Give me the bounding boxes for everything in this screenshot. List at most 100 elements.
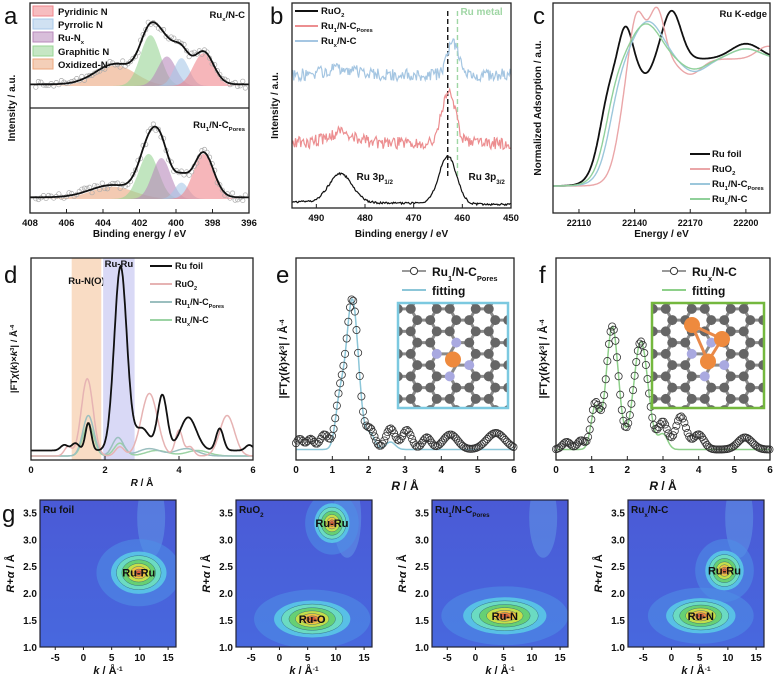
bond — [627, 286, 634, 297]
carbon-atom — [641, 293, 651, 303]
carbon-atom — [523, 461, 533, 471]
heatmap-area — [628, 500, 764, 647]
text-segment: 22110 — [567, 218, 592, 228]
carbon-atom — [386, 383, 396, 393]
carbon-atom — [451, 248, 461, 258]
text-segment: 2 — [194, 286, 197, 292]
panel-d-ft-exafs: Ru-N(O)Ru-Ru Ru foilRuO2Ru1/N-CPoresRux/N… — [9, 257, 256, 489]
chart-title: Ru K-edge — [720, 9, 768, 20]
carbon-atom — [464, 382, 475, 393]
carbon-atom — [622, 259, 632, 269]
carbon-atom — [622, 304, 632, 314]
text-segment: 3.0 — [219, 535, 233, 546]
y-axis-title: Intensity / a.u. — [270, 72, 281, 139]
text-segment: 0 — [81, 653, 87, 664]
text-segment: 5 — [501, 653, 507, 664]
text-segment: k — [93, 665, 100, 677]
carbon-atom — [680, 270, 690, 280]
text-segment: 5 — [305, 653, 311, 664]
heatmap-rux-n-c: Ru-Ru Ru-N Rux/N-C -5 0 5 10 15 1.0 1.5 2.0 2.5 3.0 3… — [592, 499, 765, 677]
bond — [469, 286, 476, 297]
carbon-atom — [725, 371, 736, 382]
data-point — [640, 349, 649, 358]
carbon-atom — [758, 428, 768, 438]
data-point — [58, 78, 64, 84]
legend-label: RuO2 — [321, 6, 345, 19]
carbon-atom — [510, 371, 520, 381]
text-segment: /N-C — [728, 194, 748, 205]
text-segment: 3.5 — [415, 508, 429, 519]
text-segment: Binding energy / eV — [93, 229, 187, 240]
y-axis-title: Intensity / a.u. — [7, 74, 18, 141]
data-point — [675, 413, 684, 422]
carbon-atom — [667, 360, 678, 371]
carbon-atom — [529, 293, 539, 303]
x-tick-label: 4 — [696, 465, 702, 476]
text-segment: x — [81, 40, 85, 46]
text-segment: 2 — [625, 465, 631, 476]
text-segment: 2 — [732, 171, 736, 177]
data-point — [56, 191, 62, 197]
x-tick-label: 0 — [81, 653, 87, 664]
plot-frame — [627, 499, 765, 648]
text-segment: 406 — [59, 218, 75, 229]
carbon-atom — [745, 450, 755, 460]
peak-label: Ru-Ru — [708, 566, 741, 578]
carbon-atom — [510, 326, 520, 336]
carbon-atom — [628, 293, 638, 303]
carbon-atom — [510, 281, 520, 291]
bond — [705, 421, 712, 432]
carbon-atom — [451, 382, 462, 393]
peak-label: Ru-Ru — [315, 518, 348, 530]
carbon-atom — [628, 248, 638, 258]
data-point — [587, 415, 596, 424]
x-tick-label: 0 — [28, 465, 33, 476]
text-segment: g — [2, 501, 15, 528]
bond — [489, 489, 496, 500]
text-segment: R — [649, 479, 658, 493]
bond — [391, 286, 398, 297]
text-segment: Ru — [175, 297, 187, 307]
text-segment: c — [533, 3, 545, 30]
bond — [685, 455, 692, 466]
bond — [528, 365, 535, 376]
carbon-atom — [431, 393, 442, 404]
bond — [489, 478, 496, 489]
map-title: Ru foil — [43, 505, 74, 516]
data-point — [612, 353, 621, 362]
data-point — [616, 390, 625, 399]
text-segment: | / Å — [9, 330, 20, 348]
inset-border — [396, 301, 510, 410]
carbon-atom — [622, 394, 632, 404]
bond — [646, 286, 653, 297]
carbon-atom — [745, 382, 756, 393]
text-segment: | / Å — [537, 326, 550, 346]
plot-frame — [291, 2, 512, 209]
ru-atom — [684, 317, 700, 333]
carbon-atom — [726, 416, 736, 426]
carbon-atom — [758, 270, 768, 280]
text-segment: R+α — [201, 570, 213, 592]
data-point — [678, 414, 687, 423]
text-segment: Ru-Ru — [122, 568, 155, 580]
text-segment: /N-C — [190, 315, 209, 325]
component-pyridinic-n — [30, 53, 249, 86]
text-segment: Ru — [631, 505, 644, 516]
text-segment: /N-C — [337, 21, 357, 32]
bond — [528, 376, 535, 387]
carbon-atom — [686, 393, 697, 404]
data-point — [600, 391, 609, 400]
data-point — [354, 348, 363, 357]
carbon-atom — [738, 348, 749, 359]
carbon-atom — [367, 304, 377, 314]
bond — [528, 421, 535, 432]
text-segment: / Å — [491, 664, 508, 677]
legend-label: Ru1/N-CPores — [175, 297, 224, 310]
data-point — [584, 433, 593, 442]
text-segment: Pores — [477, 274, 498, 283]
carbon-atom — [680, 248, 690, 258]
text-segment: -1 — [509, 666, 515, 673]
data-point — [184, 48, 190, 54]
bond — [528, 298, 535, 309]
